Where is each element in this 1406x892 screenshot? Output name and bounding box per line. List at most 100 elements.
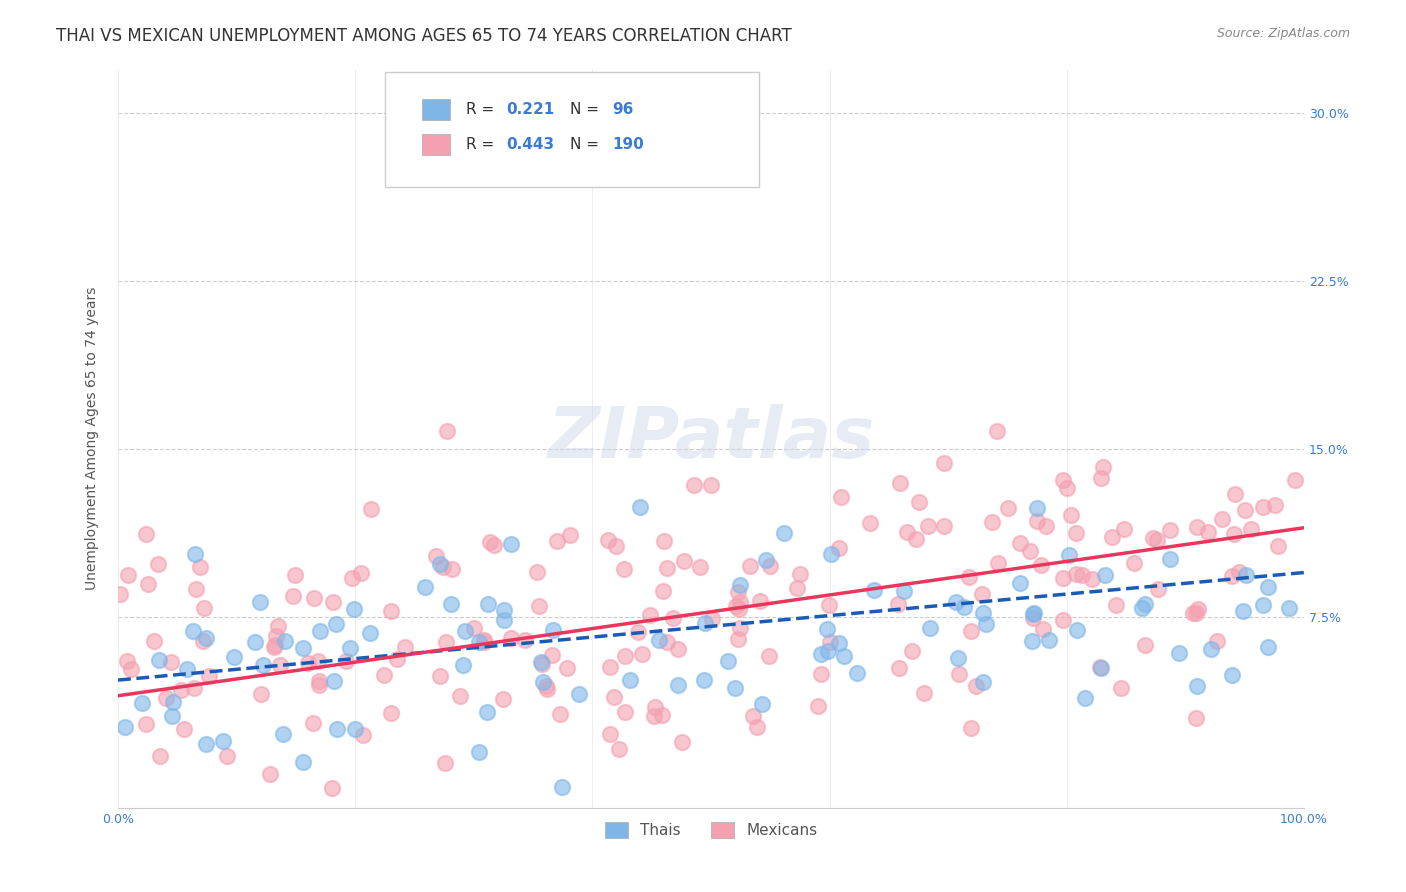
Point (1035, 519, 1057, 533)
Point (120, 662, 142, 676)
Point (429, 557, 451, 571)
Point (322, 595, 344, 609)
Point (1206, 634, 1229, 648)
Point (817, 644, 839, 658)
Text: ZIPatlas: ZIPatlas (547, 404, 875, 473)
Point (957, 570, 980, 584)
Point (1105, 599, 1128, 613)
Point (738, 559, 761, 574)
Point (1234, 568, 1257, 582)
Point (432, 559, 454, 574)
Point (477, 597, 499, 611)
Point (342, 571, 364, 585)
Point (440, 562, 463, 576)
Point (197, 668, 219, 682)
Point (945, 595, 967, 609)
Point (972, 606, 994, 620)
Point (986, 424, 1008, 438)
Point (638, 607, 661, 622)
Point (786, 581, 808, 595)
Point (1211, 512, 1233, 526)
Point (596, 533, 619, 547)
Point (1185, 519, 1208, 533)
Text: 0.221: 0.221 (506, 102, 554, 117)
Point (1032, 622, 1054, 636)
Point (970, 587, 993, 601)
Point (449, 689, 471, 703)
Point (217, 748, 239, 763)
Point (250, 687, 273, 701)
Point (1074, 690, 1097, 705)
Point (730, 594, 752, 608)
Point (530, 656, 553, 670)
Point (630, 647, 652, 661)
Point (245, 635, 267, 649)
Point (1052, 571, 1074, 585)
Point (1233, 502, 1256, 516)
Point (1026, 514, 1049, 528)
Point (727, 601, 749, 615)
Point (1251, 500, 1274, 515)
Point (188, 559, 211, 574)
Point (434, 634, 457, 648)
Point (1185, 606, 1208, 620)
Point (468, 745, 491, 759)
Point (1090, 471, 1112, 485)
Point (472, 635, 495, 649)
Point (440, 597, 463, 611)
Point (893, 584, 915, 599)
Point (1159, 552, 1181, 566)
Point (472, 633, 495, 648)
Point (273, 727, 295, 741)
Point (269, 657, 291, 672)
Point (184, 547, 207, 561)
Point (651, 583, 673, 598)
Point (304, 591, 326, 605)
Point (359, 626, 381, 640)
Point (541, 623, 564, 637)
Point (263, 640, 285, 654)
Point (482, 538, 505, 552)
Point (613, 649, 636, 664)
Point (846, 665, 869, 680)
Point (335, 654, 357, 668)
Legend: Thais, Mexicans: Thais, Mexicans (599, 816, 824, 845)
Point (413, 580, 436, 594)
Text: R =: R = (465, 102, 499, 117)
Point (657, 561, 679, 575)
Point (1142, 531, 1164, 545)
Text: N =: N = (569, 102, 603, 117)
Point (380, 706, 402, 720)
Point (453, 624, 475, 639)
Point (1197, 524, 1219, 539)
Point (1277, 601, 1299, 615)
Point (385, 652, 408, 666)
Point (425, 549, 447, 564)
Point (266, 619, 288, 633)
Point (526, 565, 548, 579)
Point (558, 527, 581, 541)
Point (724, 599, 747, 614)
Point (308, 673, 330, 688)
Point (810, 666, 832, 681)
Point (281, 589, 304, 603)
Point (259, 767, 281, 781)
Point (1010, 576, 1032, 591)
Point (599, 660, 621, 674)
Point (1052, 613, 1074, 627)
Point (568, 687, 591, 701)
Point (1022, 611, 1045, 625)
Point (1008, 535, 1031, 549)
Point (183, 624, 205, 639)
Point (1146, 533, 1168, 547)
Point (807, 698, 830, 713)
Point (912, 686, 935, 700)
Point (1066, 623, 1088, 637)
Point (146, 557, 169, 571)
Point (160, 709, 183, 723)
Point (759, 558, 782, 573)
Point (115, 654, 138, 668)
Point (859, 516, 882, 530)
Point (965, 679, 987, 693)
Point (343, 601, 366, 615)
